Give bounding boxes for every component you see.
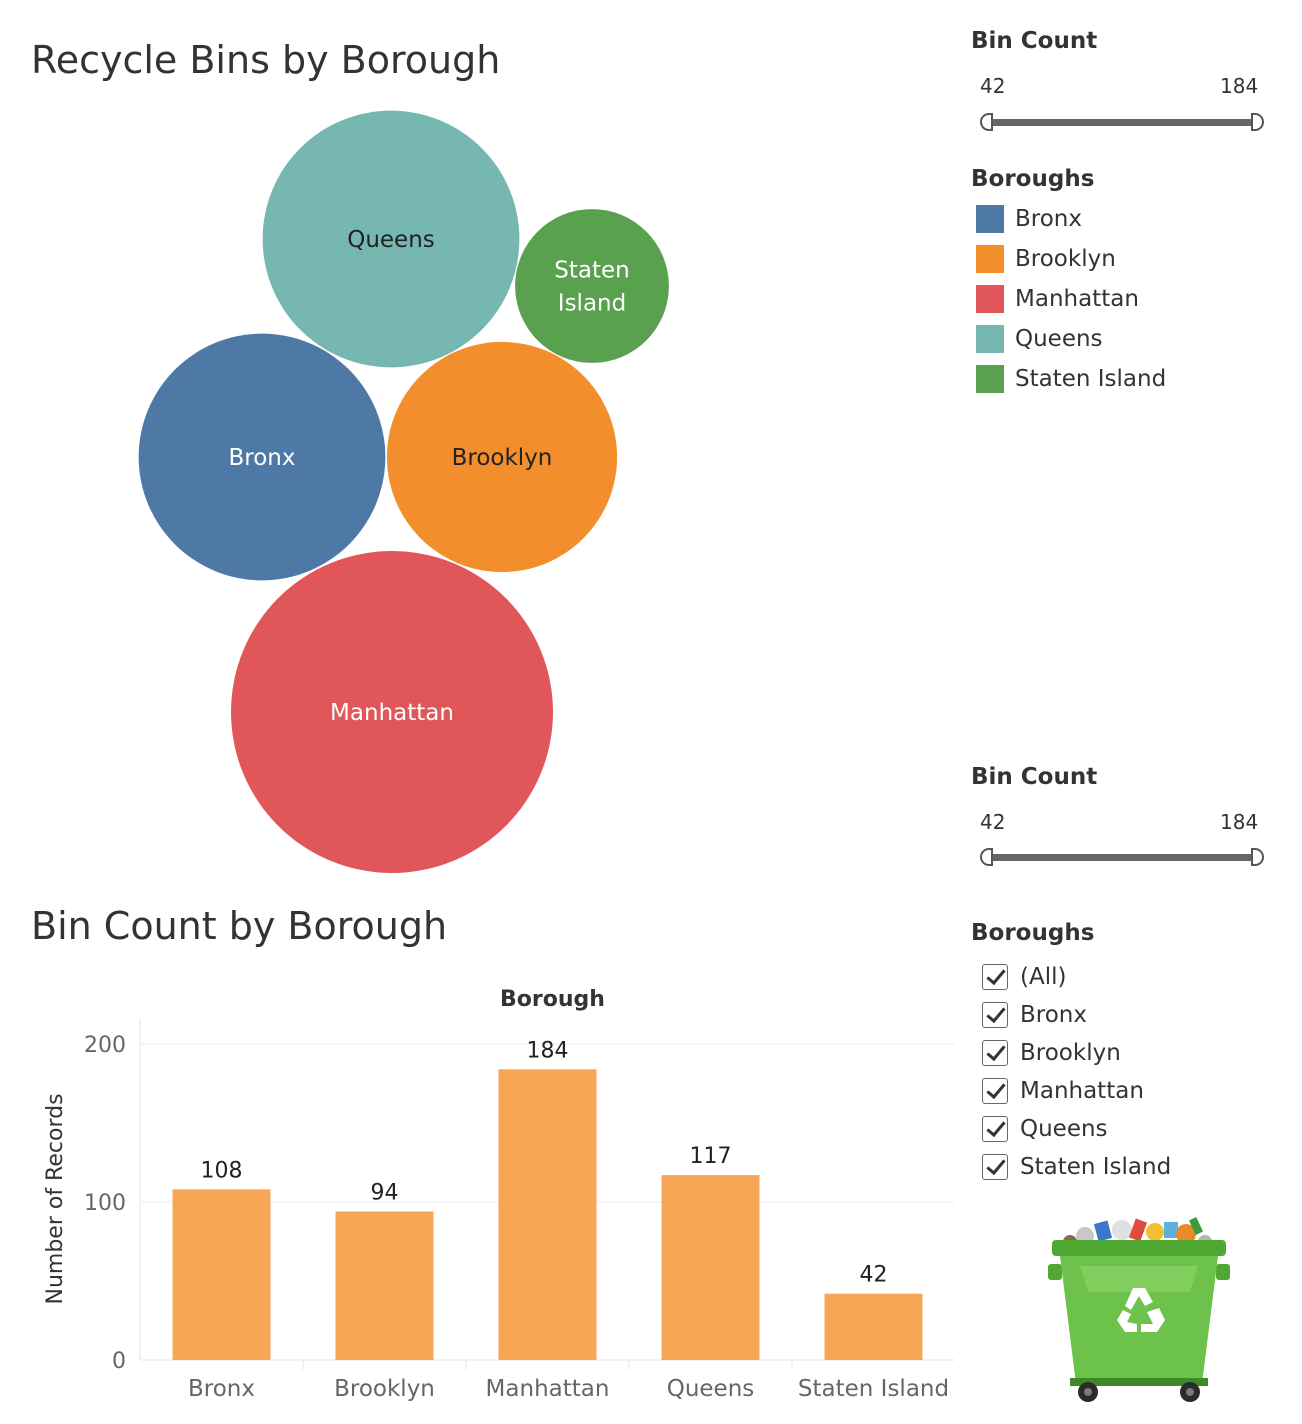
- bar-value-label: 94: [371, 1180, 399, 1205]
- bubble-bronx[interactable]: Bronx: [138, 333, 386, 581]
- legend-label: Manhattan: [1015, 286, 1139, 312]
- bar-bronx[interactable]: [172, 1189, 271, 1360]
- x-tick-label: Staten Island: [798, 1376, 949, 1402]
- borough-checkbox-item[interactable]: Staten Island: [982, 1152, 1171, 1182]
- slider-track[interactable]: [988, 854, 1256, 861]
- bar-staten-island[interactable]: [824, 1293, 923, 1360]
- bar-chart-title: Bin Count by Borough: [31, 904, 448, 948]
- bar-queens[interactable]: [661, 1175, 760, 1360]
- checkbox[interactable]: [982, 1040, 1008, 1066]
- bubble-label: Brooklyn: [452, 445, 553, 471]
- bin-count-filter-title-2: Bin Count: [971, 764, 1098, 790]
- bar-value-label: 117: [690, 1144, 732, 1169]
- x-tick-label: Bronx: [188, 1376, 255, 1402]
- bubble-queens[interactable]: Queens: [262, 110, 520, 368]
- bubble-label: Manhattan: [330, 700, 454, 726]
- x-tick-label: Manhattan: [486, 1376, 610, 1402]
- legend-item[interactable]: Manhattan: [976, 285, 1139, 313]
- bubble-label: Bronx: [229, 445, 296, 471]
- bubble-chart: Queens Staten Island Bronx Brooklyn Manhattan: [138, 110, 669, 873]
- bar-value-label: 108: [201, 1158, 243, 1183]
- x-axis-title: Borough: [500, 987, 605, 1012]
- bubble-circle[interactable]: [231, 551, 553, 873]
- bin-count-max-label-2: 184: [1220, 810, 1259, 834]
- bubble-label: Staten: [554, 258, 629, 284]
- bar-manhattan[interactable]: [498, 1069, 597, 1360]
- x-tick-label: Queens: [667, 1376, 755, 1402]
- y-tick-label: 200: [84, 1033, 126, 1058]
- legend-swatch: [976, 325, 1004, 353]
- checkbox[interactable]: [982, 1116, 1008, 1142]
- legend-swatch: [976, 365, 1004, 393]
- bubble-circle[interactable]: [515, 209, 669, 363]
- legend-label: Brooklyn: [1015, 246, 1116, 272]
- slider-max-handle[interactable]: [1251, 848, 1264, 866]
- checkbox-label: Bronx: [1020, 1002, 1087, 1028]
- checkbox-label: Brooklyn: [1020, 1040, 1121, 1066]
- slider-max-handle[interactable]: [1251, 113, 1264, 131]
- bin-count-max-label: 184: [1220, 74, 1259, 98]
- legend-label: Bronx: [1015, 206, 1082, 232]
- checkbox-label: Staten Island: [1020, 1154, 1172, 1180]
- legend-label: Staten Island: [1015, 366, 1167, 392]
- checkbox-label: (All): [1020, 964, 1067, 990]
- legend-swatch: [976, 245, 1004, 273]
- bar-brooklyn[interactable]: [335, 1211, 434, 1360]
- y-tick-label: 100: [84, 1191, 126, 1216]
- checkbox[interactable]: [982, 1002, 1008, 1028]
- bar-value-label: 184: [527, 1038, 569, 1063]
- checkbox[interactable]: [982, 1154, 1008, 1180]
- y-axis-title: Number of Records: [43, 1093, 68, 1304]
- checkbox[interactable]: [982, 1078, 1008, 1104]
- borough-checkbox-item[interactable]: Queens: [982, 1114, 1108, 1144]
- bubble-circle[interactable]: [386, 341, 618, 573]
- bin-count-range-slider[interactable]: [980, 111, 1264, 135]
- bar-chart: Borough Number of Records 0 100 200 108 Bronx 9…: [43, 987, 955, 1402]
- legend-swatch: [976, 205, 1004, 233]
- checkbox[interactable]: [982, 964, 1008, 990]
- legend-item[interactable]: Staten Island: [976, 365, 1166, 393]
- slider-track[interactable]: [988, 119, 1256, 126]
- bubble-circle[interactable]: [262, 110, 520, 368]
- bubble-manhattan[interactable]: Manhattan: [231, 551, 553, 873]
- bin-count-range-slider-2[interactable]: [980, 846, 1264, 870]
- bin-count-filter-title: Bin Count: [971, 28, 1098, 54]
- y-tick-label: 0: [112, 1349, 126, 1374]
- bubble-staten-island[interactable]: Staten Island: [515, 209, 669, 363]
- checkbox-label: Manhattan: [1020, 1078, 1144, 1104]
- bubble-label: Queens: [347, 227, 435, 253]
- slider-min-handle[interactable]: [980, 113, 993, 131]
- bar-value-label: 42: [860, 1263, 888, 1288]
- bubble-label: Island: [558, 291, 626, 317]
- borough-checkbox-item[interactable]: Brooklyn: [982, 1038, 1121, 1068]
- bubble-chart-title: Recycle Bins by Borough: [31, 38, 501, 82]
- bubble-circle[interactable]: [138, 333, 386, 581]
- recycle-bin-icon: [1048, 1217, 1230, 1402]
- boroughs-legend-title: Boroughs: [971, 166, 1095, 192]
- legend-item[interactable]: Brooklyn: [976, 245, 1116, 273]
- x-tick-label: Brooklyn: [334, 1376, 435, 1402]
- legend-item[interactable]: Bronx: [976, 205, 1082, 233]
- borough-checkbox-item[interactable]: (All): [982, 962, 1066, 992]
- legend-item[interactable]: Queens: [976, 325, 1103, 353]
- checkbox-label: Queens: [1020, 1116, 1108, 1142]
- bin-count-min-label-2: 42: [980, 810, 1006, 834]
- legend-swatch: [976, 285, 1004, 313]
- borough-checkbox-item[interactable]: Manhattan: [982, 1076, 1144, 1106]
- borough-checkbox-item[interactable]: Bronx: [982, 1000, 1087, 1030]
- legend-label: Queens: [1015, 326, 1103, 352]
- boroughs-filter-title: Boroughs: [971, 920, 1095, 946]
- bin-count-min-label: 42: [980, 74, 1006, 98]
- slider-min-handle[interactable]: [980, 848, 993, 866]
- bubble-brooklyn[interactable]: Brooklyn: [386, 341, 618, 573]
